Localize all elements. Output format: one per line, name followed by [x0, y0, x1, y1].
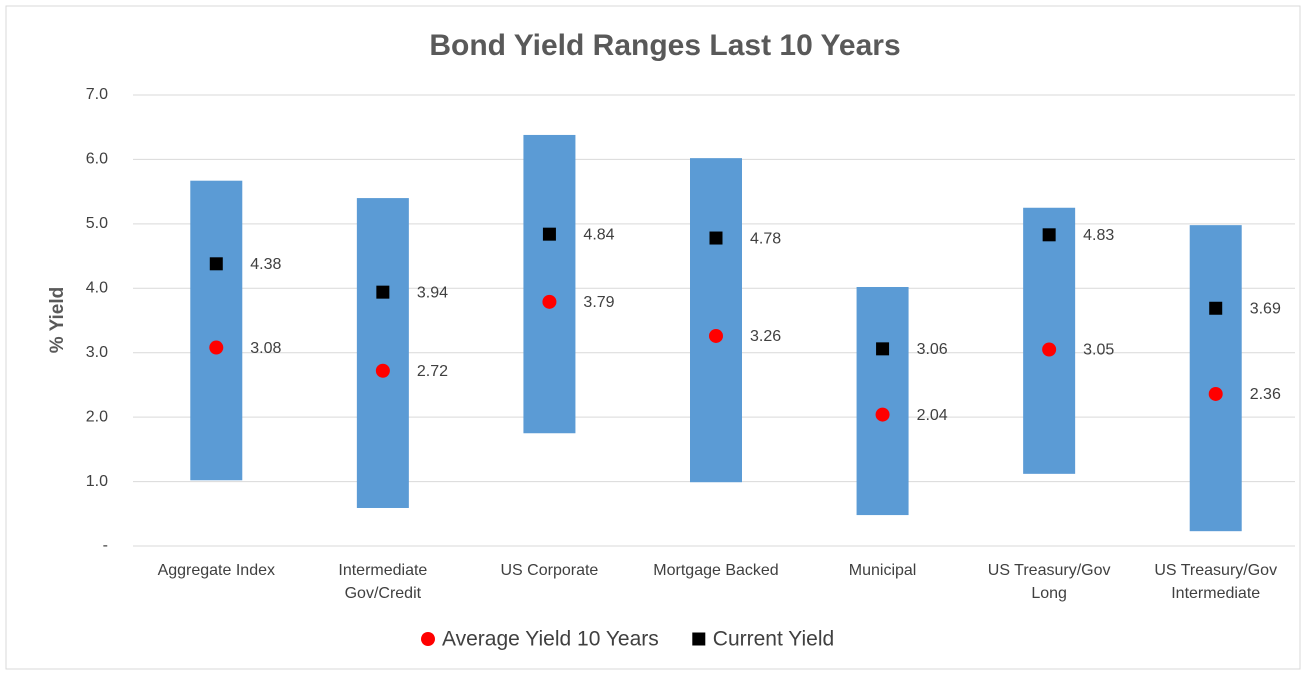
current-marker: [542, 227, 556, 241]
data-label: 3.79: [583, 294, 614, 311]
average-marker: [209, 340, 224, 355]
average-marker: [875, 407, 890, 422]
y-tick-label: 1.0: [86, 473, 108, 490]
current-marker: [709, 231, 723, 245]
data-label: 3.26: [750, 328, 781, 345]
legend-label: Average Yield 10 Years: [442, 628, 659, 651]
range-bar: [1189, 225, 1242, 532]
range-bar: [523, 134, 576, 434]
data-label: 3.69: [1250, 300, 1281, 317]
x-tick-label: US Treasury/Gov: [988, 562, 1111, 579]
data-label: 4.38: [250, 256, 281, 273]
y-tick-label: 2.0: [86, 408, 108, 425]
average-marker: [1042, 342, 1057, 357]
x-tick-label: Intermediate: [338, 562, 427, 579]
y-tick-label: 7.0: [86, 86, 108, 103]
average-marker: [1208, 386, 1223, 401]
x-tick-label: Long: [1031, 585, 1067, 602]
range-bar: [856, 286, 909, 516]
x-tick-label: Mortgage Backed: [653, 562, 778, 579]
current-marker: [1042, 228, 1056, 242]
x-tick-label: US Corporate: [501, 562, 599, 579]
data-label: 3.94: [417, 284, 448, 301]
range-bar: [1023, 207, 1076, 474]
average-marker: [542, 294, 557, 309]
current-marker: [376, 285, 390, 299]
y-tick-label: 5.0: [86, 215, 108, 232]
legend-marker: [692, 632, 706, 646]
range-bar: [190, 180, 243, 481]
x-tick-label: US Treasury/Gov: [1154, 562, 1277, 579]
data-label: 3.05: [1083, 342, 1114, 359]
legend-marker: [421, 632, 435, 646]
average-marker: [709, 328, 723, 343]
data-label: 4.78: [750, 230, 781, 247]
x-tick-label: Intermediate: [1171, 585, 1260, 602]
legend-label: Current Yield: [713, 628, 834, 651]
range-bar: [356, 198, 409, 508]
x-tick-label: Gov/Credit: [345, 585, 422, 602]
data-label: 3.08: [250, 340, 281, 357]
y-axis-label: % Yield: [47, 287, 68, 354]
current-marker: [1209, 301, 1223, 315]
y-tick-label: 6.0: [86, 151, 108, 168]
range-bar: [690, 158, 742, 483]
current-marker: [209, 257, 223, 271]
y-tick-label: -: [103, 537, 108, 554]
data-label: 2.04: [917, 407, 948, 424]
y-tick-label: 3.0: [86, 344, 108, 361]
data-label: 3.06: [917, 341, 948, 358]
data-label: 4.83: [1083, 227, 1114, 244]
data-label: 2.72: [417, 363, 448, 380]
chart-title: Bond Yield Ranges Last 10 Years: [429, 29, 900, 62]
average-marker: [375, 363, 390, 378]
current-marker: [876, 342, 890, 356]
data-label: 4.84: [583, 226, 614, 243]
y-tick-label: 4.0: [86, 280, 108, 297]
x-tick-label: Aggregate Index: [158, 562, 275, 579]
x-tick-label: Municipal: [849, 562, 917, 579]
data-label: 2.36: [1250, 386, 1281, 403]
